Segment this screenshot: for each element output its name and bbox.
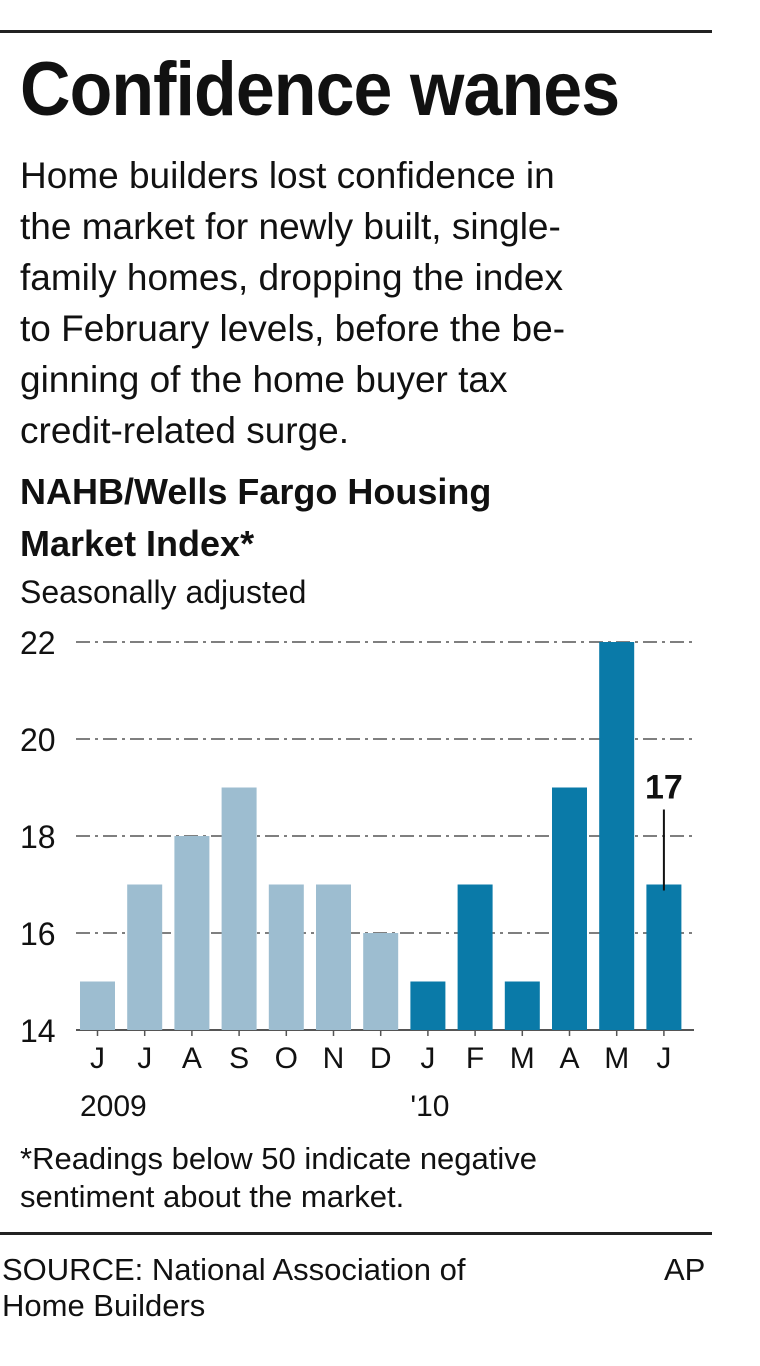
- y-tick-label: 14: [20, 1013, 56, 1049]
- bottom-rule: [0, 1232, 712, 1235]
- bar: [646, 884, 682, 1030]
- source-note: SOURCE: National Association of Home Bui…: [2, 1252, 466, 1324]
- footnote: *Readings below 50 indicate negative sen…: [20, 1140, 720, 1216]
- description-line: family homes, dropping the index: [20, 257, 563, 298]
- bar: [316, 884, 351, 1030]
- credit: AP: [664, 1252, 706, 1287]
- x-tick-label: O: [275, 1042, 298, 1075]
- year-label: 2009: [80, 1090, 147, 1123]
- chart-subtitle: Seasonally adjusted: [20, 574, 307, 610]
- year-label: '10: [410, 1090, 449, 1123]
- bar: [221, 787, 257, 1030]
- source-line: SOURCE: National Association of: [2, 1252, 466, 1287]
- x-tick-label: J: [90, 1042, 105, 1075]
- y-tick-label: 16: [20, 916, 56, 952]
- headline: Confidence wanes: [20, 47, 620, 132]
- description-line: credit-related surge.: [20, 410, 350, 451]
- bar: [80, 981, 115, 1030]
- x-tick-label: J: [420, 1042, 435, 1075]
- bar: [174, 836, 210, 1030]
- chart-title: NAHB/Wells Fargo Housing Market Index*: [20, 466, 710, 570]
- footnote-line: *Readings below 50 indicate negative: [20, 1141, 538, 1176]
- description-line: the market for newly built, single-: [20, 206, 561, 247]
- bar-layer: [80, 642, 682, 1030]
- x-tick-label: M: [604, 1042, 629, 1075]
- x-tick-label: M: [510, 1042, 535, 1075]
- x-tick-label: F: [466, 1042, 484, 1075]
- annotation-value-label: 17: [645, 769, 683, 807]
- top-rule: [0, 30, 712, 33]
- bar: [552, 787, 587, 1030]
- x-tick-label: J: [656, 1042, 671, 1075]
- bar: [410, 981, 446, 1030]
- y-tick-label: 18: [20, 819, 56, 855]
- bar: [363, 933, 399, 1030]
- x-tick-label: D: [370, 1042, 392, 1075]
- y-tick-label: 20: [20, 722, 56, 758]
- x-tick-label: N: [323, 1042, 345, 1075]
- chart-title-line: Market Index*: [20, 523, 255, 564]
- x-tick-label: J: [137, 1042, 152, 1075]
- bar: [504, 981, 540, 1030]
- bar: [268, 884, 304, 1030]
- bar: [127, 884, 163, 1030]
- description-line: to February levels, before the be-: [20, 308, 566, 349]
- bar: [457, 884, 493, 1030]
- bar: [599, 642, 635, 1030]
- description-line: ginning of the home buyer tax: [20, 359, 508, 400]
- source-line: Home Builders: [2, 1288, 206, 1323]
- chart-title-line: NAHB/Wells Fargo Housing: [20, 471, 492, 512]
- description: Home builders lost confidence in the mar…: [20, 150, 710, 456]
- x-tick-label: S: [229, 1042, 249, 1075]
- x-tick-label: A: [182, 1042, 202, 1075]
- x-tick-label: A: [559, 1042, 579, 1075]
- y-tick-label: 22: [20, 625, 56, 661]
- description-line: Home builders lost confidence in: [20, 155, 555, 196]
- footnote-line: sentiment about the market.: [20, 1179, 405, 1214]
